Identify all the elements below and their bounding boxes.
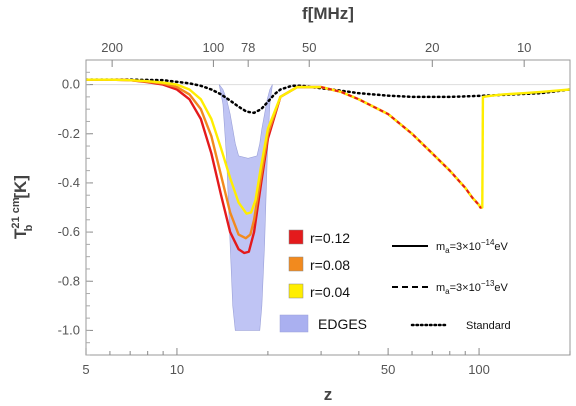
legend-label-standard: Standard	[466, 320, 511, 332]
legend-swatch-edges	[279, 314, 309, 333]
svg-text:T21 cmb[K]: T21 cmb [K]	[10, 175, 35, 239]
top-tick-label: 200	[101, 40, 123, 55]
legend-label-model-1: ma=3×10−14eV	[436, 238, 509, 255]
top-tick-label: 20	[425, 40, 439, 55]
y-tick-label: -0.4	[58, 175, 80, 190]
legend: r=0.12 r=0.08 r=0.04 EDGES ma=3×10−14eV …	[279, 229, 511, 333]
plot-area-background	[86, 60, 570, 355]
series-r004-dashed-drop	[481, 96, 484, 208]
top-tick-label: 50	[302, 40, 316, 55]
legend-swatch-r008	[288, 256, 304, 272]
plot-layer	[86, 78, 570, 331]
top-tick-label: 10	[517, 40, 531, 55]
x-tick-label: 50	[381, 362, 395, 377]
x-axis-title: z	[324, 385, 333, 404]
y-tick-label: -0.2	[58, 126, 80, 141]
y-axis-title-unit: [K]	[11, 175, 30, 199]
legend-swatch-r004	[288, 283, 304, 299]
edges-band	[218, 84, 273, 331]
y-axis-title-base: T	[11, 228, 30, 239]
top-tick-label: 78	[241, 40, 255, 55]
y-axis-title: T21 cmb [K]	[10, 175, 35, 239]
series-standard-line	[86, 78, 570, 115]
legend-label-r008: r=0.08	[310, 257, 350, 273]
top-tick-label: 100	[203, 40, 225, 55]
x-tick-label: 100	[468, 362, 490, 377]
x-tick-label: 10	[170, 362, 184, 377]
legend-label-model-2: ma=3×10−13eV	[436, 279, 509, 296]
series-r004-line	[86, 78, 570, 215]
legend-label-edges: EDGES	[318, 316, 367, 332]
legend-swatch-r012	[288, 229, 304, 245]
legend-label-r012: r=0.12	[310, 230, 350, 246]
top-axis-title: f[MHz]	[302, 4, 354, 23]
y-tick-label: -0.6	[58, 224, 80, 239]
legend-label-r004: r=0.04	[310, 284, 350, 300]
series-r012-dashed-tail	[320, 86, 482, 209]
y-tick-label: -0.8	[58, 273, 80, 288]
x-tick-label: 5	[82, 362, 89, 377]
y-axis-title-sup: 21 cm	[10, 197, 22, 228]
y-tick-label: -1.0	[58, 322, 80, 337]
y-axis-title-sub: b	[23, 224, 35, 231]
ticks-layer: 5 10 50 100 200 100 78 50 20 10 0.0 -0.2 -0.4 -0.6 -0.…	[58, 40, 571, 377]
y-tick-label: 0.0	[62, 77, 80, 92]
